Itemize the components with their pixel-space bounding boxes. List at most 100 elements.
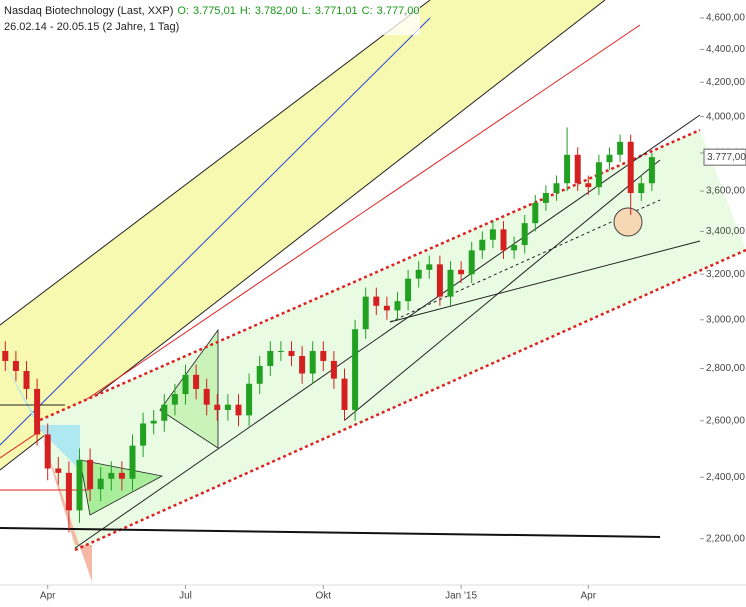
candle-body [521, 223, 528, 246]
dotted-line [74, 248, 746, 552]
candle-body [2, 351, 9, 361]
candle-body [341, 378, 348, 410]
candle-body [299, 355, 306, 374]
candle-body [542, 193, 549, 203]
candle-body [617, 141, 624, 155]
cyan-area [0, 355, 80, 470]
candle-body [246, 383, 253, 416]
candle-body [65, 472, 72, 511]
candle-body [108, 472, 115, 479]
y-tick-label: 3,000,00 [706, 314, 745, 325]
candle-body [171, 394, 178, 405]
candle-body [648, 157, 655, 184]
candle-body [267, 351, 274, 366]
x-tick-label: Apr [581, 591, 597, 602]
trend-line [389, 240, 701, 323]
candle-body [627, 141, 634, 194]
triangle [159, 328, 219, 449]
y-tick-label: 2,800,00 [706, 363, 745, 374]
candle-body [511, 245, 518, 251]
candle-body [12, 360, 19, 371]
quote-label: L: [301, 5, 311, 17]
candle-body [574, 154, 581, 184]
candle-body [532, 202, 539, 224]
candle-body [309, 351, 316, 374]
candle-body [447, 269, 454, 297]
last-price-box [703, 148, 746, 166]
y-tick-label: 2,200,00 [706, 533, 745, 544]
candle-body [44, 434, 51, 469]
y-tick-label: 4,400,00 [706, 44, 745, 55]
candle-body [394, 301, 401, 311]
candle-body [564, 154, 571, 184]
red-line [0, 24, 641, 459]
candle-body [256, 365, 263, 384]
candle-body [193, 374, 200, 389]
y-tick-label: 3,400,00 [706, 226, 745, 237]
y-tick-label: 4,600,00 [706, 13, 745, 24]
candle-body [362, 296, 369, 330]
candle-body [479, 239, 486, 251]
y-tick-label: 4,200,00 [706, 77, 745, 88]
candle-body [595, 162, 602, 188]
support-line [0, 527, 661, 538]
dotted-line [39, 128, 701, 422]
candle-body [352, 329, 359, 410]
candle-body [235, 404, 242, 416]
candle-body [118, 472, 125, 479]
header: Nasdaq Biotechnology (Last, XXP) O: 3.775,… [4, 3, 420, 35]
y-tick-label: 2,600,00 [706, 415, 745, 426]
candle-body [76, 459, 83, 511]
channel-line [0, 0, 431, 326]
candle-body [500, 229, 507, 251]
candle-body [415, 269, 422, 279]
candle-body [373, 296, 380, 306]
candle-body [320, 351, 327, 361]
last-price-label: 3.777,00 [707, 152, 746, 163]
candle-body [436, 264, 443, 297]
candle-body [224, 404, 231, 410]
candle-body [468, 250, 475, 275]
trend-line [344, 159, 661, 421]
y-tick-label: 2,400,00 [706, 472, 745, 483]
x-tick-label: Jan '15 [445, 591, 477, 602]
candle-body [55, 468, 62, 473]
candle-body [553, 183, 560, 194]
candle-body [34, 388, 41, 435]
quote-value: 3.771,01 [314, 5, 358, 17]
candle-body [214, 404, 221, 410]
candle-body [129, 445, 136, 479]
blue-line [0, 17, 431, 446]
x-tick-label: Apr [40, 591, 56, 602]
candle-body [638, 183, 645, 194]
drawings [0, 0, 746, 586]
y-tick-label: 4,000,00 [706, 111, 745, 122]
y-tick-label: 3,600,00 [706, 186, 745, 197]
candle-body [97, 478, 104, 490]
candle-body [288, 351, 295, 356]
range: 26.02.14 - 20.05.15 (2 Jahre, 1 Tag) [4, 21, 180, 33]
candle-body [23, 370, 30, 389]
title-row: Nasdaq Biotechnology (Last, XXP) O: 3.775,… [4, 3, 420, 19]
quote-label: H: [239, 5, 251, 17]
candle-body [277, 351, 284, 353]
quote-value: 3.775,01 [193, 5, 236, 17]
candle-body [585, 183, 592, 188]
candle-body [87, 459, 94, 490]
candle-body [405, 278, 412, 302]
quote-label: O: [177, 5, 189, 17]
candle-body [150, 420, 157, 424]
candle-body [140, 423, 147, 446]
candle-body [426, 264, 433, 270]
channel-line [0, 0, 606, 471]
candle-body [182, 374, 189, 395]
y-tick-label: 3,200,00 [706, 269, 745, 280]
quote-value: 3.777,00 [376, 5, 420, 17]
candle-body [489, 229, 496, 240]
candle-body [203, 388, 210, 405]
candle-body [161, 404, 168, 421]
candle-body [606, 154, 613, 163]
quote-value: 3.782,00 [254, 5, 298, 17]
